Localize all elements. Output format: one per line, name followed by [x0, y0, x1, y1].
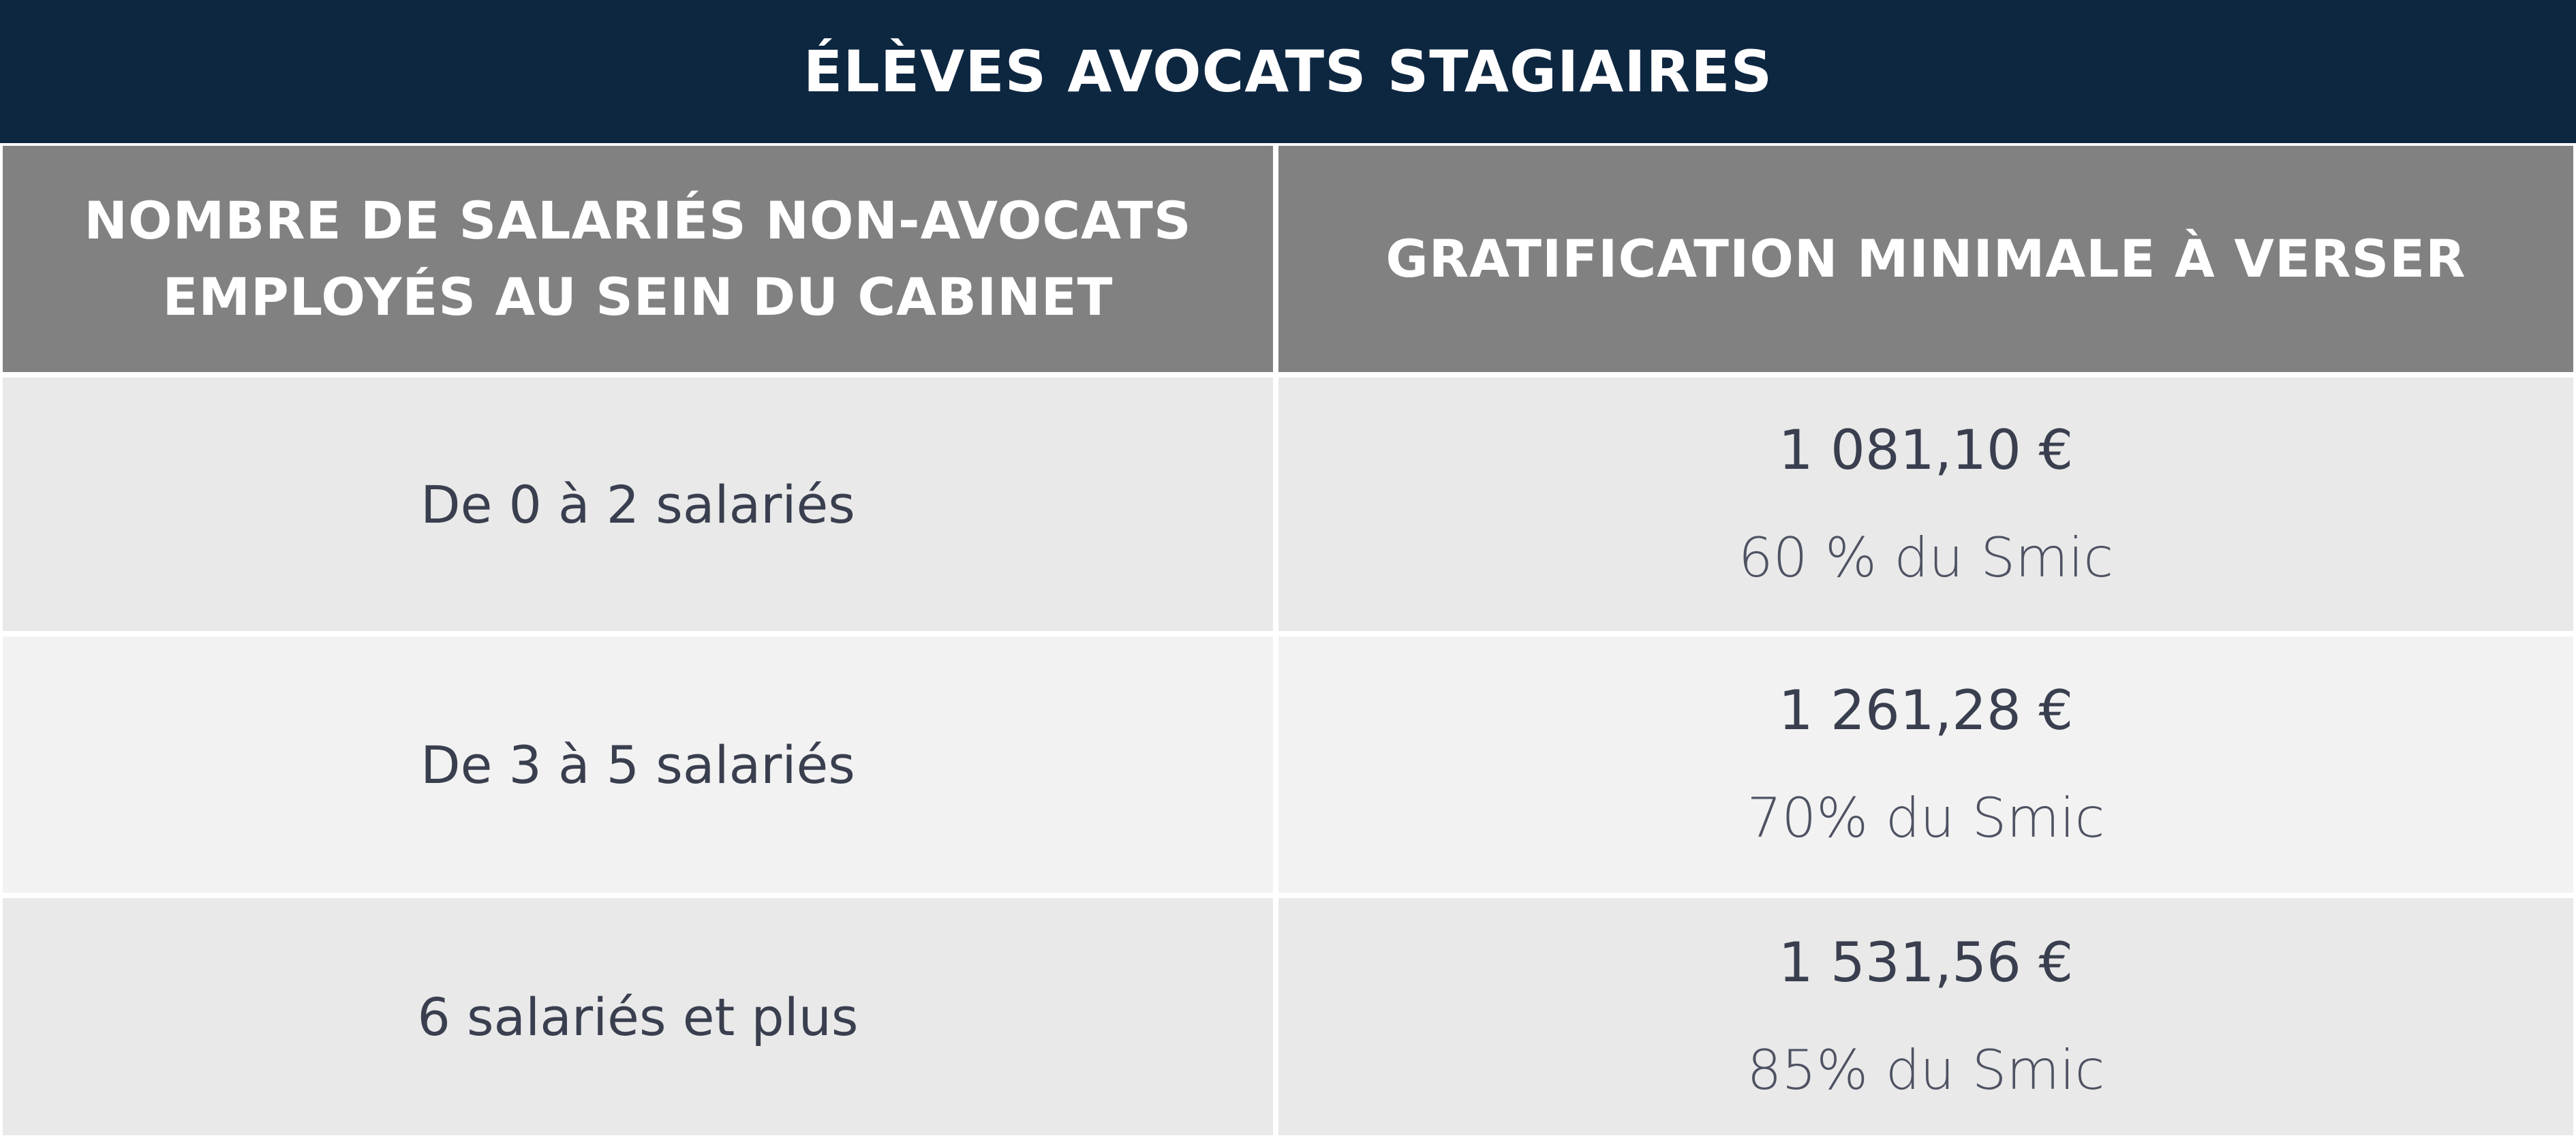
- gratification-table: NOMBRE DE SALARIÉS NON-AVOCATS EMPLOYÉS …: [0, 143, 2576, 1138]
- smic-percentage: 85% du Smic: [1747, 1039, 2105, 1102]
- table-row-2-amount-cell: 1 261,28 € 70% du Smic: [1276, 634, 2576, 895]
- gratification-amount: 1 081,10 €: [1778, 418, 2074, 482]
- smic-percentage: 70% du Smic: [1747, 786, 2105, 850]
- table-title: ÉLÈVES AVOCATS STAGIAIRES: [803, 38, 1773, 105]
- employee-range: De 0 à 2 salariés: [420, 474, 855, 535]
- table-row-2-range-cell: De 3 à 5 salariés: [0, 634, 1276, 895]
- gratification-amount: 1 531,56 €: [1778, 931, 2074, 994]
- column-header-employees: NOMBRE DE SALARIÉS NON-AVOCATS EMPLOYÉS …: [0, 143, 1276, 375]
- column-header-gratification: GRATIFICATION MINIMALE À VERSER: [1276, 143, 2576, 375]
- table-row-1-amount-cell: 1 081,10 € 60 % du Smic: [1276, 375, 2576, 634]
- column-header-employees-line2: EMPLOYÉS AU SEIN DU CABINET: [162, 266, 1114, 327]
- table-row-3-range-cell: 6 salariés et plus: [0, 895, 1276, 1138]
- title-bar: ÉLÈVES AVOCATS STAGIAIRES: [0, 0, 2576, 143]
- table-row-1-range-cell: De 0 à 2 salariés: [0, 375, 1276, 634]
- employee-range: De 3 à 5 salariés: [420, 734, 855, 795]
- smic-percentage: 60 % du Smic: [1738, 526, 2114, 589]
- table-row-3-amount-cell: 1 531,56 € 85% du Smic: [1276, 895, 2576, 1138]
- column-header-employees-line1: NOMBRE DE SALARIÉS NON-AVOCATS: [84, 190, 1192, 251]
- employee-range: 6 salariés et plus: [417, 986, 859, 1047]
- gratification-amount: 1 261,28 €: [1778, 679, 2074, 742]
- column-header-gratification-label: GRATIFICATION MINIMALE À VERSER: [1385, 228, 2466, 289]
